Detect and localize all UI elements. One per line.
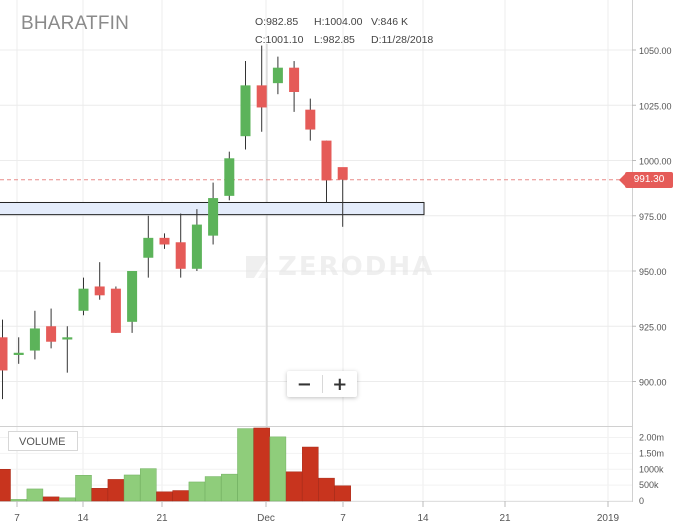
price-tick-label: 1050.00 <box>639 46 672 56</box>
zoom-out-button[interactable]: − <box>296 373 312 395</box>
high-value: 1004.00 <box>324 16 363 28</box>
low-value: 982.85 <box>322 34 355 46</box>
candle-down <box>159 237 170 245</box>
volume-bar <box>253 427 270 502</box>
zoom-controls: − + <box>287 371 357 397</box>
candle-up <box>29 328 40 351</box>
candle-down <box>305 109 316 130</box>
price-tick-label: 925.00 <box>639 322 667 332</box>
volume-bar <box>269 436 287 502</box>
last-price-tag: 991.30 <box>619 172 673 188</box>
candle-up <box>13 352 24 355</box>
ohlc-close: C:1001.10 <box>255 34 303 46</box>
date-label: D: <box>371 34 382 46</box>
candle-down <box>0 337 8 371</box>
symbol-title: BHARATFIN <box>21 13 130 34</box>
candle-up <box>143 237 154 258</box>
time-tick-label: 14 <box>77 513 89 522</box>
volume-bar <box>188 481 206 502</box>
zoom-in-button[interactable]: + <box>332 373 348 395</box>
volume-tick-label: 500k <box>639 480 659 490</box>
low-label: L: <box>314 34 323 46</box>
volume-bar <box>237 428 254 502</box>
candle-up <box>272 67 283 84</box>
volume-bar <box>75 475 92 502</box>
price-tick-label: 900.00 <box>639 378 667 388</box>
candle-down <box>337 167 348 180</box>
volume-bar <box>156 491 173 502</box>
candle-up <box>127 271 138 322</box>
ohlc-high: H:1004.00 <box>314 16 362 28</box>
time-tick-label: 7 <box>340 513 346 522</box>
close-value: 1001.10 <box>265 34 304 46</box>
ohlc-volume: V:846 K <box>371 16 408 28</box>
volume-bar <box>0 469 11 502</box>
time-tick-label: 21 <box>156 513 168 522</box>
date-value: 11/28/2018 <box>381 34 434 46</box>
zerodha-logo-icon <box>246 256 268 278</box>
candle-down <box>46 326 57 342</box>
candle-up <box>62 337 73 340</box>
time-tick-label: 14 <box>417 513 429 522</box>
candle-down <box>94 286 105 296</box>
candle-up <box>224 158 235 196</box>
volume-bar <box>285 471 303 502</box>
volume-bar <box>318 477 335 502</box>
ohlc-low: L:982.85 <box>314 34 355 46</box>
volume-bar <box>59 497 76 502</box>
volume-bar <box>91 488 108 502</box>
zoom-divider <box>321 375 323 393</box>
watermark-text: ZERODHA <box>278 252 435 282</box>
volume-bar <box>221 473 238 502</box>
volume-label: V: <box>371 16 381 28</box>
time-tick-label: 7 <box>14 513 20 522</box>
candle-up <box>240 85 251 137</box>
price-tick-label: 950.00 <box>639 267 667 277</box>
volume-tick-label: 1000k <box>639 464 664 474</box>
volume-value: 846 K <box>380 16 408 28</box>
volume-bar <box>10 499 27 502</box>
volume-tick-label: 0 <box>639 496 644 506</box>
high-label: H: <box>314 16 325 28</box>
volume-tick-label: 1.50m <box>639 448 664 458</box>
open-label: O: <box>255 16 267 28</box>
candle-down <box>175 242 186 269</box>
watermark: ZERODHA <box>244 252 434 282</box>
time-tick-label: 2019 <box>597 513 620 522</box>
volume-bar <box>140 468 157 502</box>
volume-panel-label: VOLUME <box>8 431 78 451</box>
open-value: 982.85 <box>266 16 299 28</box>
candle-down <box>256 85 267 108</box>
ohlc-open: O:982.85 <box>255 16 298 28</box>
time-tick-label: Dec <box>257 513 275 522</box>
volume-bar <box>204 476 222 502</box>
candle-down <box>289 67 300 92</box>
volume-tick-label: 2.00m <box>639 433 664 443</box>
volume-bar <box>107 479 125 502</box>
candle-up <box>208 198 219 236</box>
price-tick-label: 975.00 <box>639 212 667 222</box>
volume-bar <box>123 474 141 502</box>
volume-bar <box>302 446 319 502</box>
close-label: C: <box>255 34 266 46</box>
candle-up <box>78 288 89 311</box>
volume-bar <box>172 490 189 502</box>
volume-bar <box>26 488 44 502</box>
ohlc-date: D:11/28/2018 <box>371 34 433 46</box>
price-tick-label: 1025.00 <box>639 101 672 111</box>
candle-down <box>321 140 332 181</box>
volume-bar <box>334 485 351 502</box>
candle-up <box>191 224 202 269</box>
time-tick-label: 21 <box>499 513 511 522</box>
candle-down <box>110 288 121 333</box>
volume-bar <box>42 496 60 502</box>
price-tick-label: 1000.00 <box>639 157 672 167</box>
